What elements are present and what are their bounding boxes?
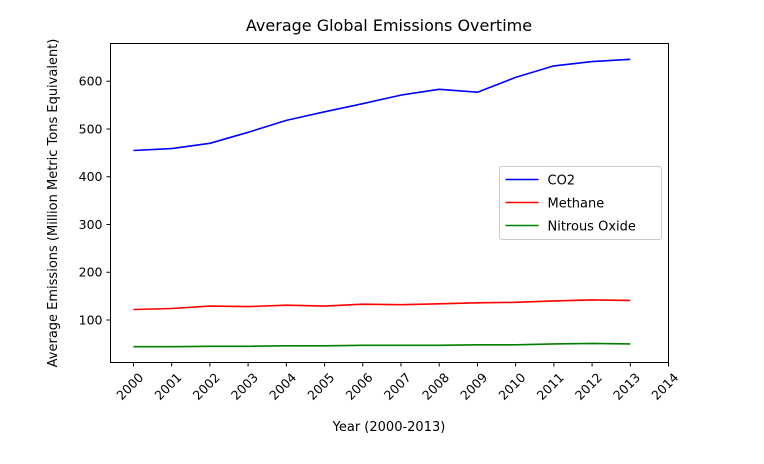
x-tick-label: 2005 [304, 370, 337, 403]
x-axis: 2000 2001 2002 2003 2004 2005 2006 2007 2008 2009… [113, 362, 681, 403]
chart-title: Average Global Emissions Overtime [246, 16, 532, 35]
x-tick-label: 2006 [343, 370, 376, 403]
legend-label: CO2 [548, 174, 576, 189]
x-tick-label: 2003 [228, 370, 261, 403]
x-tick-label: 2014 [648, 370, 681, 403]
x-axis-label: Year (2000-2013) [332, 420, 446, 435]
legend: CO2 Methane Nitrous Oxide [499, 166, 662, 240]
x-tick-label: 2007 [381, 370, 414, 403]
x-tick-label: 2012 [572, 370, 605, 403]
x-tick-label: 2011 [534, 370, 567, 403]
x-tick-label: 2008 [419, 370, 452, 403]
legend-box [499, 166, 662, 240]
y-tick-label: 500 [79, 121, 103, 136]
y-tick-label: 300 [79, 217, 103, 232]
series-layer [133, 58, 631, 348]
x-tick-label: 2002 [190, 370, 223, 403]
x-tick-label: 2013 [610, 370, 643, 403]
y-tick-label: 400 [79, 169, 103, 184]
y-tick-label: 600 [79, 74, 103, 89]
legend-label: Methane [548, 197, 605, 212]
y-tick-label: 100 [79, 312, 103, 327]
x-tick-label: 2001 [151, 370, 184, 403]
series-line-2 [133, 342, 631, 348]
x-tick-label: 2004 [266, 370, 299, 403]
plot-frame [110, 43, 669, 363]
x-tick-label: 2000 [113, 370, 146, 403]
x-tick-label: 2009 [457, 370, 490, 403]
x-tick-label: 2010 [495, 370, 528, 403]
y-axis: 100 200 300 400 500 600 [79, 74, 111, 327]
series-line-0 [133, 58, 631, 152]
legend-label: Nitrous Oxide [548, 220, 636, 235]
series-line-1 [133, 299, 631, 311]
y-tick-label: 200 [79, 265, 103, 280]
y-axis-label: Average Emissions (Million Metric Tons E… [46, 39, 61, 368]
